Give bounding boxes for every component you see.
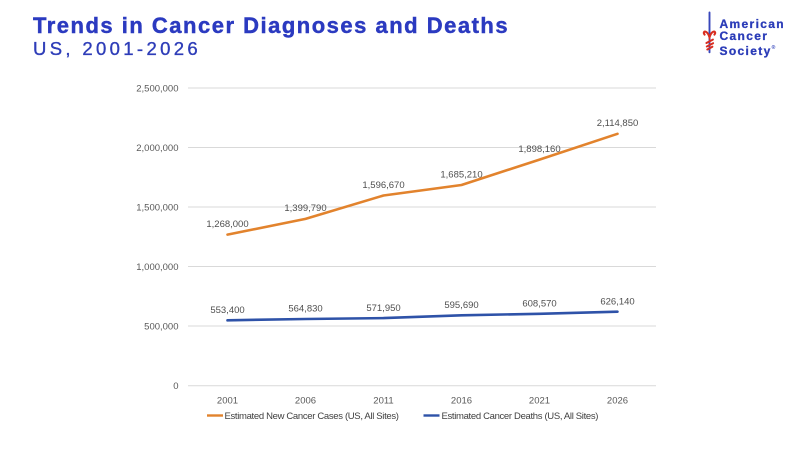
svg-text:1,268,000: 1,268,000 — [206, 219, 248, 230]
svg-text:1,898,160: 1,898,160 — [518, 144, 560, 155]
svg-text:626,140: 626,140 — [600, 296, 634, 307]
svg-text:595,690: 595,690 — [444, 300, 478, 311]
svg-text:2,114,850: 2,114,850 — [597, 118, 639, 129]
svg-text:500,000: 500,000 — [144, 321, 178, 332]
svg-text:2,500,000: 2,500,000 — [136, 83, 178, 94]
svg-text:1,399,790: 1,399,790 — [284, 203, 326, 214]
svg-text:2006: 2006 — [295, 396, 316, 407]
svg-text:2001: 2001 — [217, 396, 238, 407]
svg-text:2016: 2016 — [451, 396, 472, 407]
svg-text:Estimated New Cancer Cases (US: Estimated New Cancer Cases (US, All Site… — [225, 411, 399, 422]
svg-text:1,000,000: 1,000,000 — [136, 262, 178, 273]
svg-text:608,570: 608,570 — [522, 299, 556, 310]
svg-text:0: 0 — [173, 381, 178, 392]
svg-text:2021: 2021 — [529, 396, 550, 407]
svg-text:1,685,210: 1,685,210 — [440, 169, 482, 180]
svg-text:2011: 2011 — [373, 396, 393, 407]
svg-text:1,596,670: 1,596,670 — [362, 180, 404, 191]
svg-text:2026: 2026 — [607, 396, 628, 407]
svg-text:1,500,000: 1,500,000 — [136, 202, 178, 213]
svg-text:Estimated Cancer Deaths (US, A: Estimated Cancer Deaths (US, All Sites) — [442, 411, 599, 422]
svg-text:2,000,000: 2,000,000 — [136, 143, 178, 154]
svg-text:564,830: 564,830 — [288, 304, 322, 315]
svg-text:553,400: 553,400 — [210, 305, 244, 316]
svg-text:571,950: 571,950 — [366, 303, 400, 314]
